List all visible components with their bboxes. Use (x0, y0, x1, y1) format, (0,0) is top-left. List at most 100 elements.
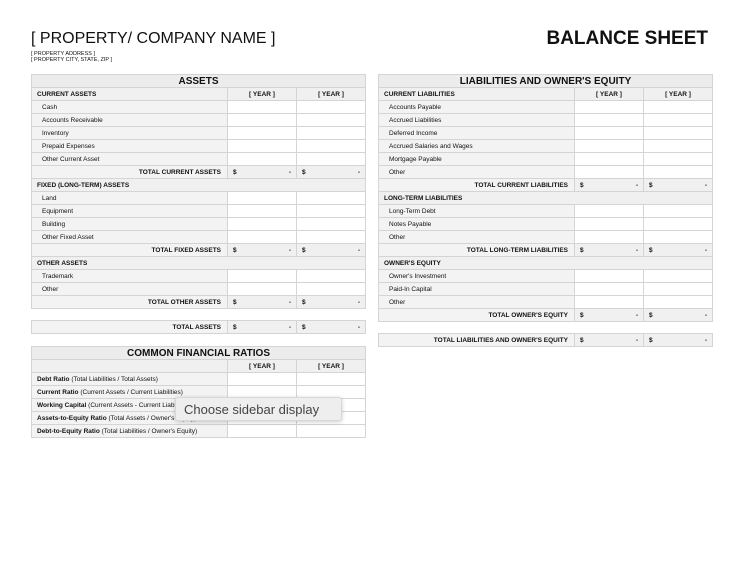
value-cell[interactable] (227, 372, 297, 386)
value-cell[interactable] (227, 269, 297, 283)
value-cell[interactable] (574, 230, 644, 244)
value-cell[interactable] (295, 282, 367, 296)
total-row: TOTAL OWNER'S EQUITY $ - $ - (378, 308, 714, 322)
value-cell[interactable] (574, 204, 644, 218)
value-cell[interactable] (574, 269, 644, 283)
ratio-name: Working Capital (37, 401, 87, 409)
value-cell[interactable] (642, 126, 714, 140)
value-cell[interactable] (574, 113, 644, 127)
empty-value: - (357, 323, 360, 331)
grand-total-row: TOTAL LIABILITIES AND OWNER'S EQUITY $ - $ - (378, 333, 713, 347)
value-cell[interactable] (642, 295, 714, 309)
value-cell[interactable] (295, 126, 367, 140)
ratio-row: Current Ratio (Current Assets / Current … (31, 385, 367, 399)
currency: $ (649, 246, 653, 254)
total-value: $ - (574, 308, 644, 322)
value-cell[interactable] (295, 424, 367, 438)
currency: $ (649, 181, 653, 189)
value-cell[interactable] (227, 100, 297, 114)
empty-value: - (635, 336, 638, 344)
row-label: Accrued Salaries and Wages (378, 139, 575, 153)
value-cell[interactable] (642, 113, 714, 127)
value-cell[interactable] (574, 126, 644, 140)
total-row: TOTAL FIXED ASSETS $ - $ - (31, 243, 367, 257)
section-label: OTHER ASSETS (30, 256, 367, 270)
ratio-name: Current Ratio (37, 388, 79, 396)
value-cell[interactable] (295, 217, 367, 231)
row-label: Mortgage Payable (378, 152, 575, 166)
value-cell[interactable] (227, 113, 297, 127)
value-cell[interactable] (227, 385, 297, 399)
table-row: Other (31, 282, 367, 296)
value-cell[interactable] (574, 295, 644, 309)
value-cell[interactable] (642, 204, 714, 218)
table-title: LIABILITIES AND OWNER'S EQUITY (377, 74, 714, 88)
liabilities-table: LIABILITIES AND OWNER'S EQUITY CURRENT LI… (377, 74, 714, 322)
total-value: $ - (227, 320, 297, 334)
value-cell[interactable] (642, 230, 714, 244)
value-cell[interactable] (642, 282, 714, 296)
value-cell[interactable] (295, 269, 367, 283)
value-cell[interactable] (574, 217, 644, 231)
section-header: OTHER ASSETS (30, 256, 367, 270)
ratio-name: Debt Ratio (37, 375, 70, 383)
year-header: [ YEAR ] (642, 87, 714, 101)
empty-value: - (288, 323, 291, 331)
value-cell[interactable] (227, 204, 297, 218)
value-cell[interactable] (295, 152, 367, 166)
value-cell[interactable] (295, 372, 367, 386)
table-row: Prepaid Expenses (31, 139, 367, 153)
value-cell[interactable] (642, 152, 714, 166)
value-cell[interactable] (295, 191, 367, 205)
row-label: Other (378, 230, 575, 244)
empty-value: - (635, 246, 638, 254)
value-cell[interactable] (295, 113, 367, 127)
total-value: $ - (574, 243, 644, 257)
value-cell[interactable] (574, 139, 644, 153)
total-label: TOTAL OWNER'S EQUITY (378, 308, 575, 322)
value-cell[interactable] (227, 126, 297, 140)
row-label: Trademark (31, 269, 228, 283)
value-cell[interactable] (642, 269, 714, 283)
currency: $ (649, 336, 653, 344)
empty-value: - (704, 246, 708, 254)
table-row: Accounts Receivable (31, 113, 367, 127)
value-cell[interactable] (574, 100, 644, 114)
value-cell[interactable] (574, 282, 644, 296)
total-label: TOTAL CURRENT LIABILITIES (378, 178, 575, 192)
value-cell[interactable] (227, 282, 297, 296)
table-title-row: ASSETS (30, 74, 367, 88)
section-header: CURRENT LIABILITIES[ YEAR ][ YEAR ] (378, 87, 714, 101)
currency: $ (233, 246, 237, 254)
value-cell[interactable] (227, 217, 297, 231)
currency: $ (233, 168, 237, 176)
value-cell[interactable] (574, 152, 644, 166)
value-cell[interactable] (574, 165, 644, 179)
table-row: Equipment (31, 204, 367, 218)
ratio-formula: (Total Liabilities / Owner's Equity) (101, 427, 198, 435)
total-row: TOTAL CURRENT ASSETS $ - $ - (31, 165, 367, 179)
value-cell[interactable] (642, 165, 714, 179)
row-label: Accrued Liabilities (378, 113, 575, 127)
value-cell[interactable] (295, 139, 367, 153)
row-label: Deferred Income (378, 126, 575, 140)
value-cell[interactable] (642, 100, 714, 114)
total-value: $ - (295, 243, 367, 257)
value-cell[interactable] (227, 191, 297, 205)
value-cell[interactable] (227, 152, 297, 166)
value-cell[interactable] (227, 139, 297, 153)
value-cell[interactable] (227, 424, 297, 438)
value-cell[interactable] (227, 230, 297, 244)
ratio-name: Debt-to-Equity Ratio (37, 427, 100, 435)
value-cell[interactable] (642, 139, 714, 153)
property-address: [ PROPERTY ADDRESS ] (31, 51, 95, 57)
total-value: $ - (574, 333, 644, 347)
value-cell[interactable] (295, 204, 367, 218)
total-value: $ - (227, 165, 297, 179)
row-label: Owner's Investment (378, 269, 575, 283)
value-cell[interactable] (295, 230, 367, 244)
total-value: $ - (295, 295, 367, 309)
value-cell[interactable] (295, 100, 367, 114)
ratio-row: Debt-to-Equity Ratio (Total Liabilities … (31, 424, 367, 438)
value-cell[interactable] (642, 217, 714, 231)
